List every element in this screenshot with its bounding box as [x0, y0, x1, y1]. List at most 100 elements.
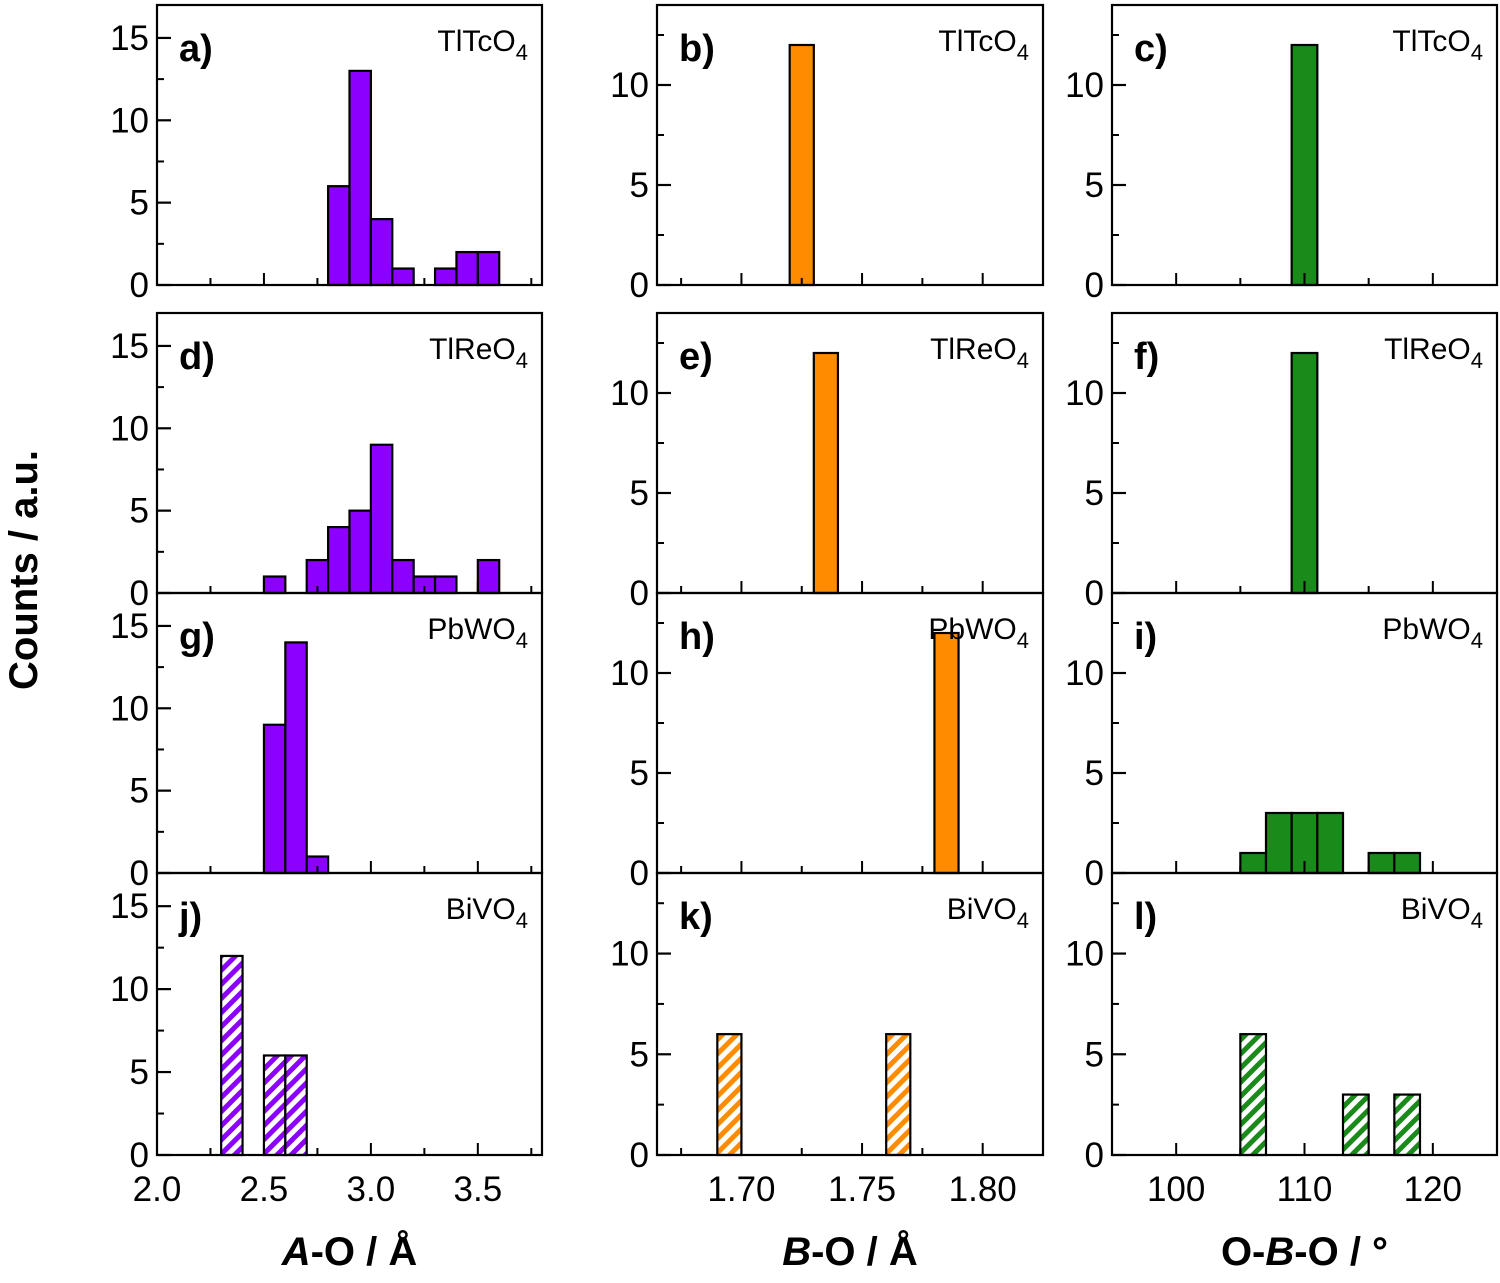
- bar-h-0: [933, 631, 960, 875]
- panel-d: 0 5 10 15 d) TlReO4: [110, 311, 544, 613]
- y-tick-label-h-0: 0: [630, 854, 649, 893]
- panel-a: 0 5 10 15 a) TlTcO4: [110, 3, 544, 305]
- compound-label-d: TlReO4: [429, 333, 528, 373]
- bar-d-3: [348, 509, 372, 595]
- y-tick-label-l-10: 10: [1065, 935, 1104, 974]
- x-tick-label-j-0: 2.0: [133, 1170, 182, 1209]
- compound-label-l: BiVO4: [1401, 893, 1483, 933]
- bar-l-0: [1239, 1033, 1268, 1157]
- panel-e: 0 5 10 e) TlReO4: [610, 311, 1045, 613]
- bar-d-7: [433, 575, 458, 595]
- x-tick-label-j-2: 3.0: [347, 1170, 396, 1209]
- bar-l-1: [1341, 1093, 1370, 1157]
- y-tick-label-c-0: 0: [1085, 266, 1104, 305]
- plot-frame-j: [155, 871, 544, 1157]
- y-tick-label-b-0: 0: [630, 266, 649, 305]
- y-tick-label-g-5: 5: [130, 772, 149, 811]
- y-tick-label-f-10: 10: [1065, 374, 1104, 413]
- bar-i-0: [1239, 851, 1268, 875]
- y-tick-label-d-5: 5: [130, 492, 149, 531]
- bar-d-8: [476, 558, 501, 595]
- bar-e-0: [812, 351, 840, 595]
- compound-label-i: PbWO4: [1382, 613, 1483, 653]
- y-tick-label-a-10: 10: [110, 101, 149, 140]
- x-axis-title-l: O-B-O / °: [1221, 1230, 1388, 1274]
- bar-i-1: [1264, 811, 1293, 875]
- x-tick-label-k-2: 1.80: [949, 1170, 1017, 1209]
- bar-f-0: [1290, 351, 1319, 595]
- y-tick-label-d-0: 0: [130, 574, 149, 613]
- bar-i-4: [1367, 851, 1396, 875]
- y-tick-label-j-15: 15: [110, 887, 149, 926]
- bar-j-1: [262, 1054, 287, 1157]
- compound-label-b: TlTcO4: [938, 25, 1029, 65]
- panel-l: 0 5 10 100 110 120 O-B-O / ° l) BiVO4: [1065, 871, 1499, 1274]
- bar-l-2: [1393, 1093, 1422, 1157]
- y-tick-label-k-10: 10: [610, 935, 649, 974]
- compound-label-e: TlReO4: [930, 333, 1029, 373]
- panel-label-l: l): [1134, 896, 1157, 938]
- x-tick-label-l-2: 120: [1404, 1170, 1462, 1209]
- y-tick-label-i-0: 0: [1085, 854, 1104, 893]
- x-tick-label-k-0: 1.70: [707, 1170, 775, 1209]
- y-tick-label-e-0: 0: [630, 574, 649, 613]
- y-tick-label-k-5: 5: [630, 1035, 649, 1074]
- bar-k-1: [885, 1033, 912, 1157]
- bar-i-3: [1316, 811, 1345, 875]
- panel-label-a: a): [179, 28, 213, 70]
- x-tick-label-j-1: 2.5: [240, 1170, 289, 1209]
- y-tick-label-d-15: 15: [110, 327, 149, 366]
- panel-label-g: g): [179, 616, 215, 658]
- x-axis-title-k: B-O / Å: [782, 1229, 918, 1274]
- bar-d-4: [369, 443, 394, 595]
- bar-d-2: [327, 526, 351, 595]
- plot-frame-a: [155, 3, 544, 287]
- bar-g-0: [262, 723, 287, 875]
- y-tick-label-g-0: 0: [130, 854, 149, 893]
- bar-d-0: [262, 575, 287, 595]
- panel-j: 0 5 10 15 2.0 2.5 3.0 3.5 A-O / Å j) BiVO4: [110, 871, 544, 1274]
- bar-c-0: [1290, 43, 1319, 287]
- panel-label-f: f): [1134, 336, 1159, 378]
- y-tick-label-e-5: 5: [630, 474, 649, 513]
- compound-label-f: TlReO4: [1384, 333, 1483, 373]
- compound-label-c: TlTcO4: [1392, 25, 1483, 65]
- y-tick-label-g-15: 15: [110, 607, 149, 646]
- bar-i-5: [1393, 851, 1422, 875]
- bar-a-1: [348, 69, 372, 287]
- panel-g: 0 5 10 15 g) PbWO4: [110, 591, 544, 893]
- panel-label-h: h): [679, 616, 715, 658]
- compound-label-h: PbWO4: [928, 613, 1029, 653]
- y-tick-label-a-0: 0: [130, 266, 149, 305]
- bar-a-4: [433, 267, 458, 287]
- compound-label-a: TlTcO4: [437, 25, 528, 65]
- bar-b-0: [788, 43, 815, 287]
- y-tick-label-d-10: 10: [110, 409, 149, 448]
- y-tick-label-f-0: 0: [1085, 574, 1104, 613]
- y-tick-label-h-5: 5: [630, 754, 649, 793]
- panel-label-j: j): [178, 896, 202, 938]
- x-tick-label-l-1: 110: [1277, 1170, 1333, 1209]
- panel-label-e: e): [679, 336, 713, 378]
- y-tick-label-c-5: 5: [1085, 166, 1104, 205]
- panel-label-i: i): [1134, 616, 1157, 658]
- compound-label-j: BiVO4: [446, 893, 528, 933]
- y-tick-label-j-5: 5: [130, 1053, 149, 1092]
- bar-a-2: [369, 218, 394, 287]
- y-tick-label-a-5: 5: [130, 184, 149, 223]
- y-tick-label-e-10: 10: [610, 374, 649, 413]
- bar-k-0: [716, 1033, 743, 1157]
- y-tick-label-b-5: 5: [630, 166, 649, 205]
- panel-f: 0 5 10 f) TlReO4: [1065, 311, 1499, 613]
- x-tick-label-l-0: 100: [1147, 1170, 1205, 1209]
- plot-frame-b: [655, 3, 1045, 287]
- plot-frame-k: [655, 871, 1045, 1157]
- panel-k: 0 5 10 1.70 1.75 1.80 B-O / Å k) BiVO4: [610, 871, 1045, 1274]
- panel-label-d: d): [179, 336, 215, 378]
- bar-a-5: [455, 250, 479, 287]
- y-tick-label-k-0: 0: [630, 1136, 649, 1175]
- compound-label-k: BiVO4: [947, 893, 1029, 933]
- bar-d-5: [391, 558, 415, 595]
